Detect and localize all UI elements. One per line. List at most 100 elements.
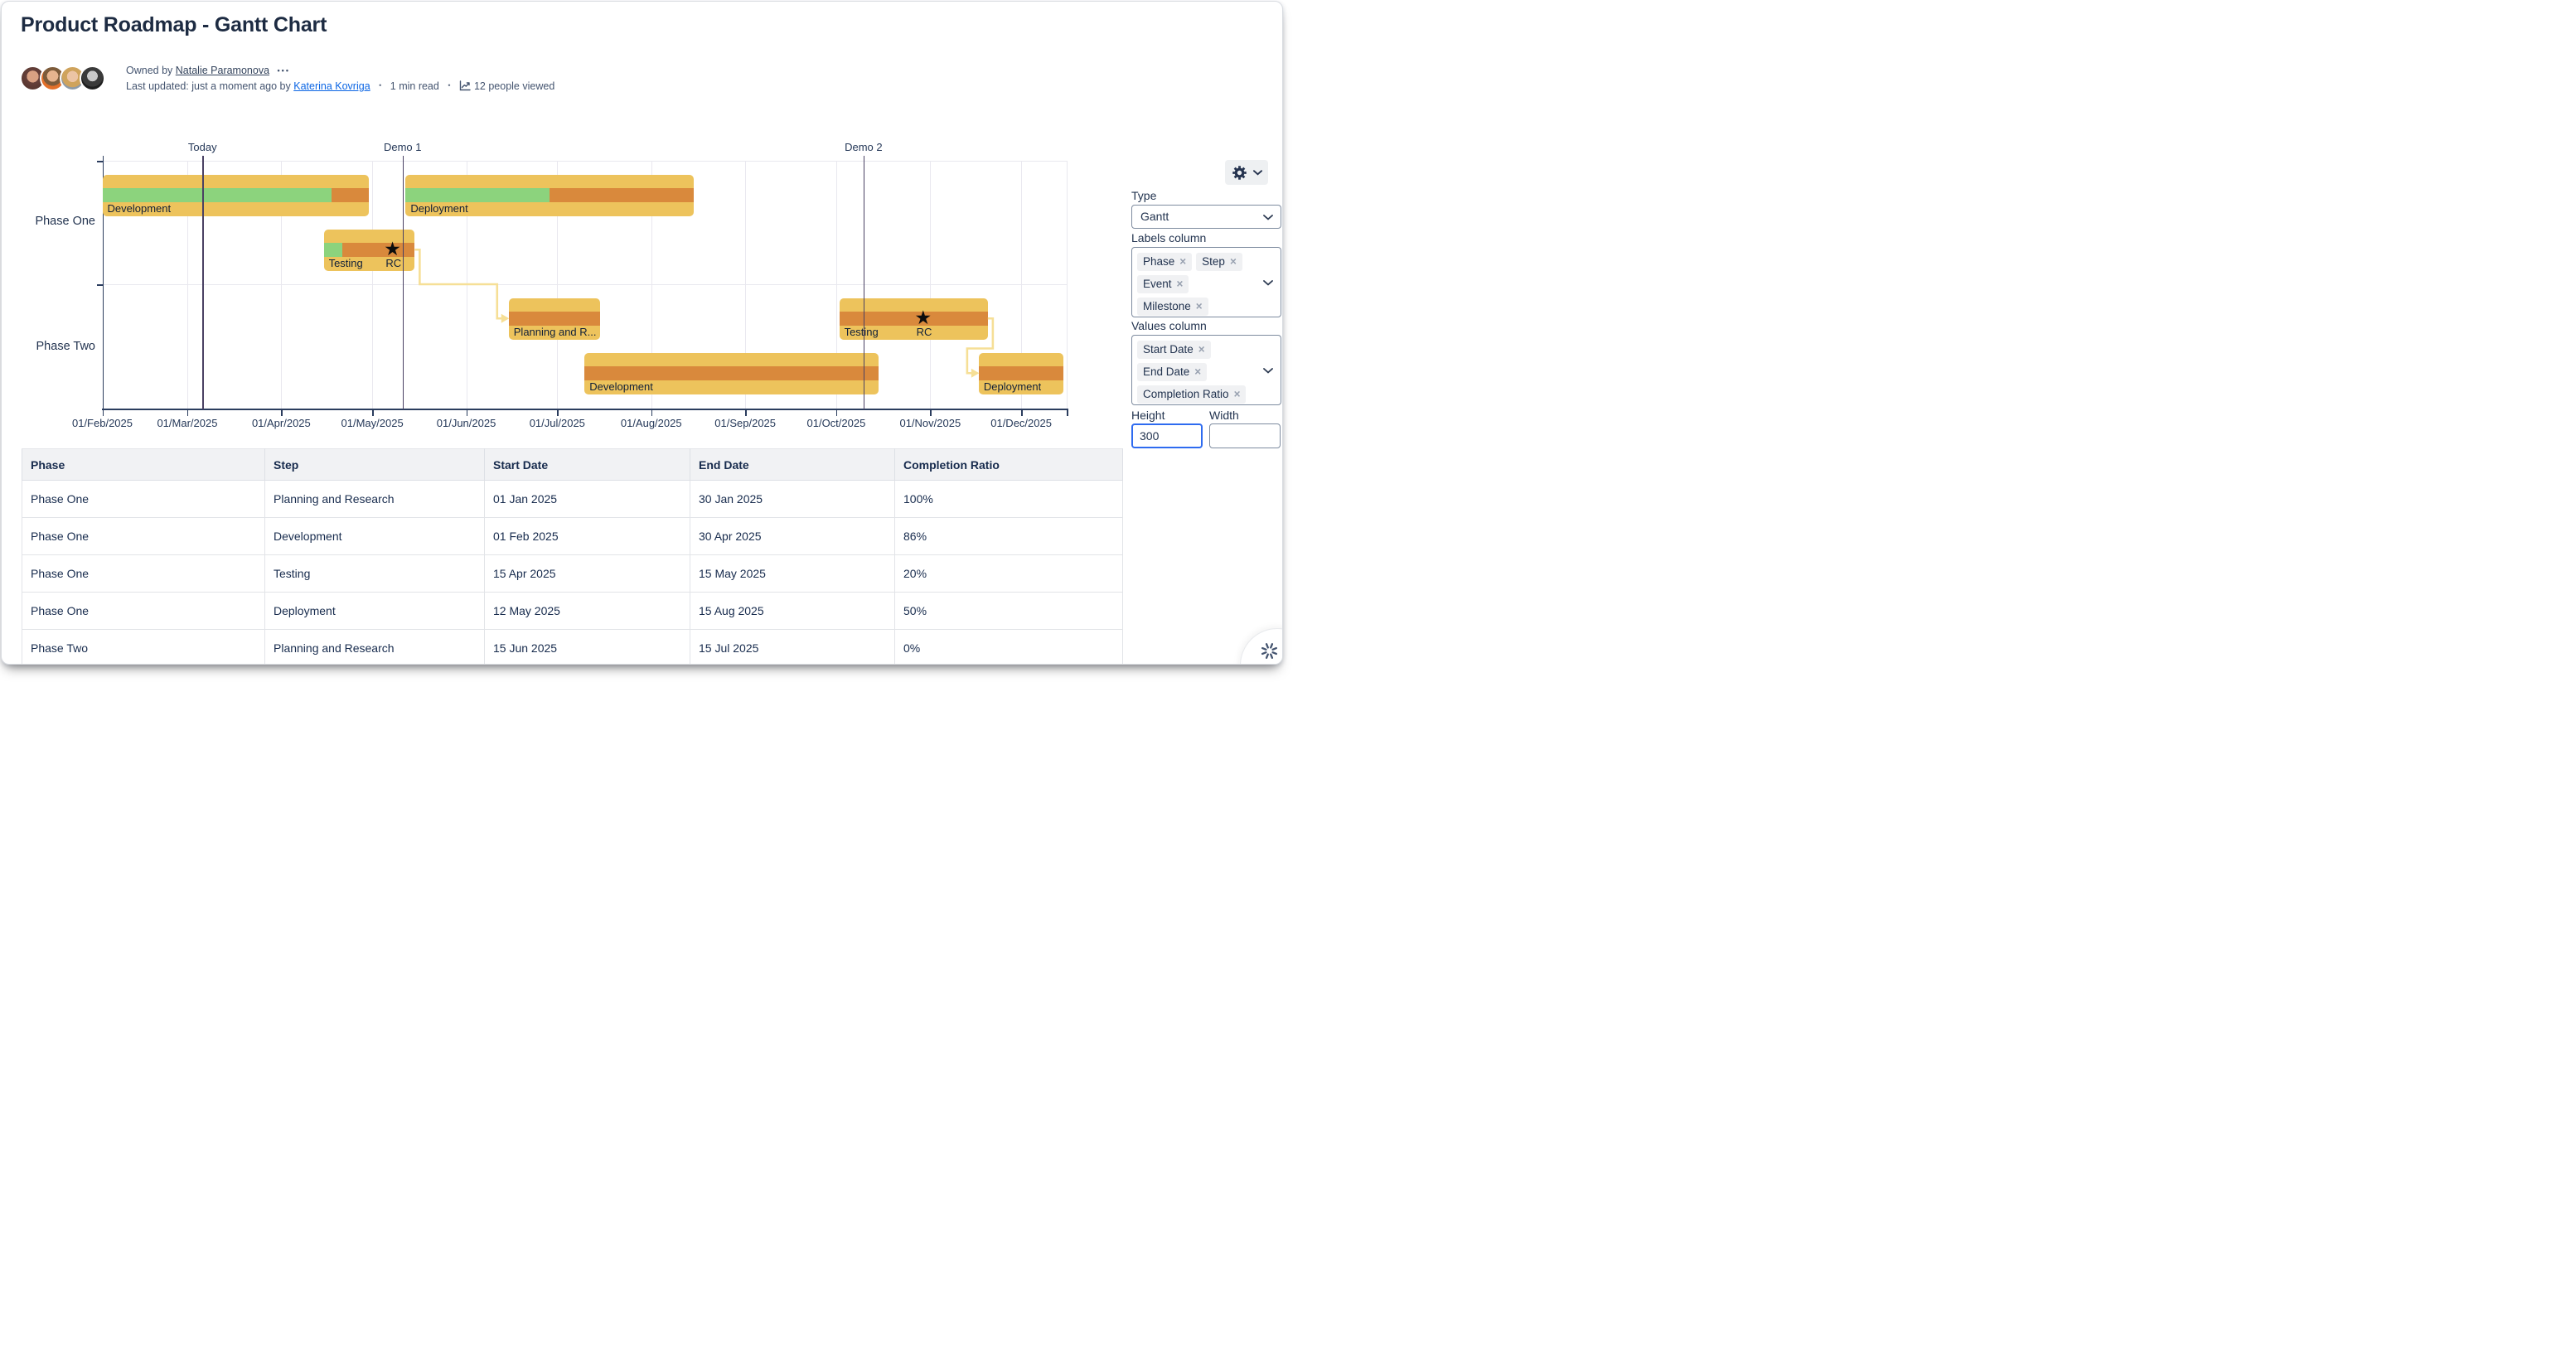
close-icon[interactable]: ×	[1229, 254, 1237, 268]
type-select-value: Gantt	[1140, 210, 1169, 223]
x-axis-tick	[651, 409, 653, 416]
marker-line-today	[202, 156, 204, 409]
bar-label: Planning and R...	[513, 325, 597, 338]
table-cell: Planning and Research	[264, 480, 485, 518]
close-icon[interactable]: ×	[1194, 365, 1202, 378]
bar-label: Development	[107, 201, 172, 215]
table-cell: 0%	[894, 629, 1123, 664]
column-header: Step	[264, 448, 485, 481]
table-cell: Planning and Research	[264, 629, 485, 664]
table-cell: Phase One	[22, 517, 265, 555]
height-input[interactable]	[1131, 423, 1203, 448]
type-select[interactable]: Gantt	[1131, 205, 1281, 229]
bar-remaining-segment	[978, 365, 1064, 380]
views-count: 12 people viewed	[473, 80, 555, 92]
table-cell: Development	[264, 517, 485, 555]
updated-by-link[interactable]: Katerina Kovriga	[293, 80, 370, 92]
y-axis-line	[102, 156, 104, 409]
tag-label: Phase	[1143, 254, 1175, 268]
table-cell: Phase Two	[22, 629, 265, 664]
x-tick-label: 01/Sep/2025	[714, 417, 777, 429]
table-row: Phase One Deployment 12 May 2025 15 Aug 202…	[22, 592, 1123, 630]
column-header: Start Date	[484, 448, 690, 481]
height-label: Height	[1131, 409, 1165, 422]
marker-label: Demo 1	[383, 141, 422, 153]
avatar[interactable]	[80, 65, 105, 91]
bar-remaining-segment	[839, 311, 988, 326]
table-cell: 01 Jan 2025	[484, 480, 690, 518]
tag-completion-ratio: Completion Ratio ×	[1137, 385, 1247, 404]
close-icon[interactable]: ×	[1233, 387, 1241, 400]
avatar[interactable]	[60, 65, 85, 91]
phase-label: Phase One	[35, 214, 95, 228]
read-time: 1 min read	[390, 80, 439, 92]
table-cell: Phase One	[22, 480, 265, 518]
more-menu-button[interactable]: •••	[277, 66, 290, 75]
separator-dot: •	[379, 81, 382, 90]
bar-remaining-segment	[323, 242, 415, 257]
separator-dot: •	[448, 81, 451, 90]
bar-remaining-segment	[508, 311, 600, 326]
byline-owner-row: Owned by Natalie Paramonova •••	[126, 65, 290, 76]
x-axis-tick	[466, 409, 468, 416]
gridline-horizontal	[102, 161, 1067, 162]
tag-end-date: End Date ×	[1137, 363, 1208, 381]
x-axis-tick	[835, 409, 838, 416]
collapse-macro-button[interactable]	[1240, 628, 1282, 664]
close-icon[interactable]: ×	[1198, 342, 1205, 356]
source-data-table: Phase Step Start Date End Date Completion Ra…	[22, 448, 1123, 664]
bar-label: Deployment	[410, 201, 468, 215]
type-label: Type	[1131, 189, 1157, 202]
tag-phase: Phase ×	[1137, 253, 1193, 271]
gantt-bar-development: Development	[102, 175, 370, 216]
tag-label: Step	[1202, 254, 1225, 268]
close-icon[interactable]: ×	[1179, 254, 1187, 268]
chart-settings-button[interactable]	[1225, 160, 1268, 185]
tag-event: Event ×	[1137, 275, 1189, 293]
bar-progress-segment	[405, 187, 550, 202]
tag-step: Step ×	[1196, 253, 1242, 271]
tag-label: End Date	[1143, 365, 1190, 378]
page-title: Product Roadmap - Gantt Chart	[21, 13, 327, 36]
table-cell: Phase One	[22, 554, 265, 593]
x-axis-line	[102, 408, 1068, 410]
bar-remaining-segment	[584, 365, 879, 380]
table-cell: 20%	[894, 554, 1123, 593]
marker-label: Today	[187, 141, 217, 153]
tag-milestone: Milestone ×	[1137, 298, 1208, 316]
owned-by-label: Owned by	[126, 65, 173, 76]
values-column-select[interactable]: Start Date × End Date × Completion Ratio ×	[1131, 335, 1281, 405]
labels-column-select[interactable]: Phase × Step × Event × Milestone ×	[1131, 247, 1281, 317]
table-cell: 30 Apr 2025	[690, 517, 895, 555]
tag-label: Event	[1143, 277, 1172, 290]
x-axis-tick	[930, 409, 932, 416]
width-label: Width	[1209, 409, 1239, 422]
table-cell: 15 Jul 2025	[690, 629, 895, 664]
bar-progress-segment	[323, 242, 342, 257]
close-icon[interactable]: ×	[1195, 299, 1203, 312]
table-cell: 86%	[894, 517, 1123, 555]
x-tick-label: 01/Nov/2025	[899, 417, 961, 429]
table-cell: 12 May 2025	[484, 592, 690, 630]
page-card: Product Roadmap - Gantt Chart Owned by N…	[1, 1, 1283, 665]
owner-link[interactable]: Natalie Paramonova	[175, 65, 270, 76]
marker-label: Demo 2	[845, 141, 883, 153]
close-icon[interactable]: ×	[1176, 277, 1184, 290]
table-cell: 100%	[894, 480, 1123, 518]
milestone-label: RC	[916, 325, 932, 338]
x-tick-label: 01/May/2025	[341, 417, 404, 429]
avatar-group	[20, 65, 105, 95]
x-tick-label: 01/Dec/2025	[990, 417, 1052, 429]
column-header: End Date	[690, 448, 895, 481]
milestone-star-icon: ★	[914, 307, 932, 329]
tag-start-date: Start Date ×	[1137, 341, 1211, 359]
phase-label: Phase Two	[36, 340, 95, 353]
width-input[interactable]	[1209, 423, 1281, 448]
last-updated-label: Last updated: just a moment ago by	[126, 80, 291, 92]
gantt-bar-deployment: Deployment	[405, 175, 694, 216]
labels-column-label: Labels column	[1131, 231, 1207, 244]
x-tick-label: 01/Jun/2025	[436, 417, 496, 429]
table-cell: 50%	[894, 592, 1123, 630]
tag-label: Milestone	[1143, 299, 1191, 312]
gantt-bar-deployment: Deployment	[978, 353, 1064, 394]
